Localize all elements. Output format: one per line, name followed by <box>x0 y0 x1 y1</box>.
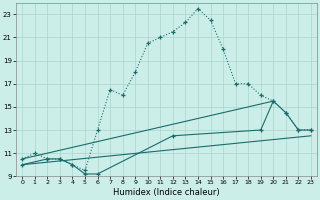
X-axis label: Humidex (Indice chaleur): Humidex (Indice chaleur) <box>113 188 220 197</box>
